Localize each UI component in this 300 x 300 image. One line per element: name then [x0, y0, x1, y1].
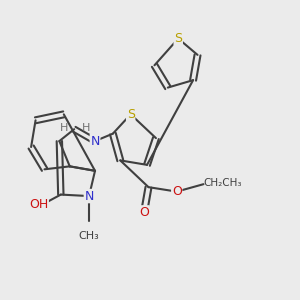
Text: CH₂CH₃: CH₂CH₃	[204, 178, 242, 188]
Text: N: N	[84, 190, 94, 202]
Text: O: O	[139, 206, 149, 219]
Text: OH: OH	[29, 199, 48, 212]
Text: S: S	[127, 108, 135, 121]
Text: H: H	[82, 123, 90, 133]
Text: N: N	[90, 135, 100, 148]
Text: CH₃: CH₃	[79, 231, 99, 241]
Text: O: O	[172, 185, 182, 198]
Text: H: H	[60, 123, 68, 133]
Text: S: S	[174, 32, 182, 45]
